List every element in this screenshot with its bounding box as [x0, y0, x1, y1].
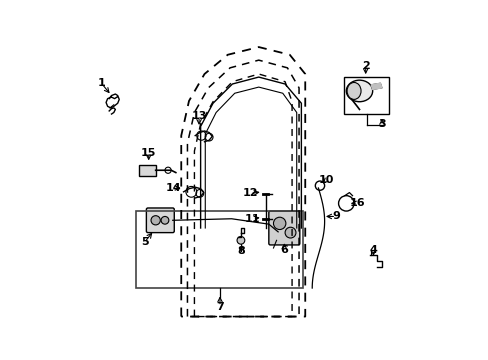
- Text: 4: 4: [369, 244, 377, 255]
- Text: 14: 14: [165, 183, 181, 193]
- Text: 8: 8: [237, 246, 245, 256]
- Ellipse shape: [346, 82, 360, 99]
- Circle shape: [237, 237, 244, 244]
- Bar: [138, 165, 155, 176]
- Circle shape: [285, 227, 295, 238]
- Text: 1: 1: [97, 78, 105, 88]
- Circle shape: [161, 216, 168, 224]
- Text: 7: 7: [216, 302, 224, 311]
- Text: 2: 2: [361, 61, 369, 71]
- Text: 6: 6: [280, 244, 287, 255]
- Text: 5: 5: [141, 237, 148, 247]
- Polygon shape: [370, 83, 381, 89]
- Text: 11: 11: [244, 214, 260, 224]
- Text: 12: 12: [242, 188, 258, 198]
- FancyBboxPatch shape: [146, 208, 174, 233]
- Text: 16: 16: [349, 198, 365, 208]
- Bar: [136, 211, 302, 288]
- Text: 3: 3: [377, 119, 385, 129]
- Text: 13: 13: [191, 111, 206, 121]
- Text: 15: 15: [141, 148, 156, 158]
- Circle shape: [151, 216, 160, 225]
- Text: 10: 10: [318, 175, 333, 185]
- FancyBboxPatch shape: [268, 211, 299, 245]
- Text: 9: 9: [332, 211, 340, 221]
- Circle shape: [273, 217, 285, 230]
- Bar: [343, 77, 388, 114]
- Ellipse shape: [346, 80, 372, 102]
